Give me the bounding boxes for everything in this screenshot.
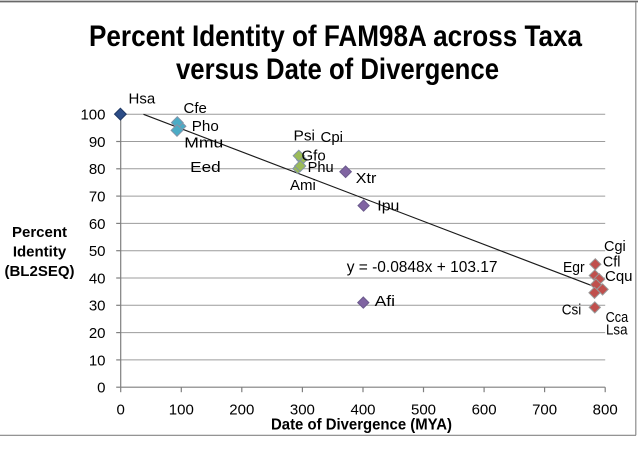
svg-text:Csi: Csi bbox=[562, 302, 582, 319]
svg-text:700: 700 bbox=[532, 401, 557, 418]
svg-text:10: 10 bbox=[89, 352, 106, 369]
svg-text:Ami: Ami bbox=[290, 177, 316, 194]
svg-text:Eed: Eed bbox=[190, 159, 221, 176]
svg-text:Gfo: Gfo bbox=[302, 148, 326, 165]
svg-text:800: 800 bbox=[593, 401, 618, 418]
svg-text:400: 400 bbox=[350, 401, 375, 418]
svg-text:600: 600 bbox=[472, 401, 497, 418]
svg-text:Cgi: Cgi bbox=[604, 238, 626, 255]
svg-text:Lsa: Lsa bbox=[606, 321, 628, 338]
svg-text:Cfl: Cfl bbox=[603, 254, 621, 271]
svg-text:200: 200 bbox=[229, 401, 254, 418]
svg-text:Percent: Percent bbox=[12, 224, 67, 241]
svg-text:Percent Identity of FAM98A acr: Percent Identity of FAM98A across Taxa bbox=[89, 20, 582, 53]
svg-text:(BL2SEQ): (BL2SEQ) bbox=[4, 263, 74, 280]
svg-text:Psi: Psi bbox=[294, 128, 316, 145]
svg-text:Hsa: Hsa bbox=[129, 90, 156, 107]
svg-text:0: 0 bbox=[97, 380, 105, 397]
svg-text:Identity: Identity bbox=[13, 244, 67, 261]
svg-text:y = -0.0848x + 103.17: y = -0.0848x + 103.17 bbox=[347, 259, 498, 276]
svg-text:Cca: Cca bbox=[606, 309, 629, 326]
svg-text:100: 100 bbox=[80, 107, 105, 124]
svg-text:40: 40 bbox=[89, 270, 106, 287]
svg-text:Ipu: Ipu bbox=[377, 198, 399, 215]
svg-text:Afi: Afi bbox=[375, 293, 396, 310]
svg-text:50: 50 bbox=[89, 243, 106, 260]
svg-text:Egr: Egr bbox=[563, 259, 585, 276]
svg-text:Cqu: Cqu bbox=[605, 268, 633, 285]
svg-text:60: 60 bbox=[89, 216, 106, 233]
svg-text:0: 0 bbox=[117, 401, 125, 418]
svg-text:30: 30 bbox=[89, 298, 106, 315]
svg-text:70: 70 bbox=[89, 189, 106, 206]
svg-text:Mmu: Mmu bbox=[184, 135, 223, 152]
svg-text:Cfe: Cfe bbox=[184, 100, 207, 117]
svg-text:500: 500 bbox=[411, 401, 436, 418]
svg-text:80: 80 bbox=[89, 161, 106, 178]
svg-text:300: 300 bbox=[290, 401, 315, 418]
svg-text:versus Date of Divergence: versus Date of Divergence bbox=[176, 53, 499, 86]
svg-text:Xtr: Xtr bbox=[356, 170, 377, 187]
svg-text:Cpi: Cpi bbox=[321, 129, 344, 146]
svg-text:100: 100 bbox=[169, 401, 194, 418]
svg-text:Phu: Phu bbox=[308, 159, 334, 176]
svg-text:90: 90 bbox=[89, 134, 106, 151]
svg-text:Date of Divergence (MYA): Date of Divergence (MYA) bbox=[271, 416, 452, 433]
svg-text:20: 20 bbox=[89, 325, 106, 342]
svg-text:Pho: Pho bbox=[192, 118, 219, 135]
